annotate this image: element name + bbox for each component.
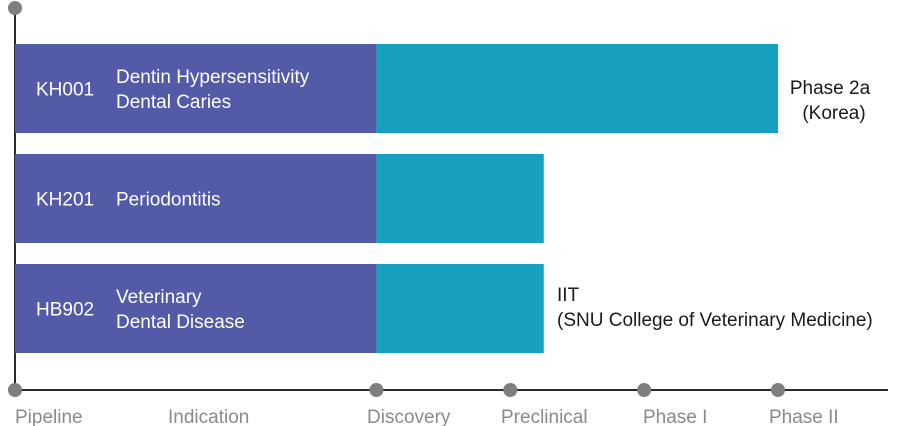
stage-label-pipeline: Pipeline [15, 407, 83, 426]
indication-label: Dental Disease [116, 312, 245, 333]
status-label: Phase 2a [790, 78, 871, 99]
pipeline-code: KH201 [36, 190, 94, 211]
stage-label-discovery: Discovery [367, 407, 451, 426]
indication-label: Dentin Hypersensitivity [116, 67, 310, 88]
status-label: (Korea) [802, 103, 865, 124]
stage-label-phase-ii: Phase II [769, 407, 839, 426]
pipeline-bar-kh001 [15, 44, 377, 133]
pipeline-code: KH001 [36, 80, 94, 101]
stage-marker [771, 383, 785, 397]
pipeline-code: HB902 [36, 300, 94, 321]
stage-label-phase-i: Phase I [643, 407, 707, 426]
status-label: IIT [557, 285, 580, 306]
pipeline-bar-kh201 [15, 154, 377, 243]
pipeline-bar-hb902 [15, 264, 377, 353]
stage-marker [637, 383, 652, 397]
y-axis-top-marker [8, 1, 22, 15]
progress-bar-hb902 [376, 264, 544, 353]
stage-label-preclinical: Preclinical [501, 407, 588, 426]
indication-label: Veterinary [116, 287, 202, 308]
status-label: (SNU College of Veterinary Medicine) [557, 310, 873, 331]
progress-bar-kh201 [376, 154, 544, 243]
stage-marker [503, 383, 518, 397]
stage-marker [369, 383, 384, 397]
stage-marker [8, 383, 22, 397]
indication-label: Dental Caries [116, 92, 231, 113]
stage-label-indication: Indication [168, 407, 249, 426]
indication-label: Periodontitis [116, 190, 221, 211]
progress-bar-kh001 [376, 44, 778, 133]
